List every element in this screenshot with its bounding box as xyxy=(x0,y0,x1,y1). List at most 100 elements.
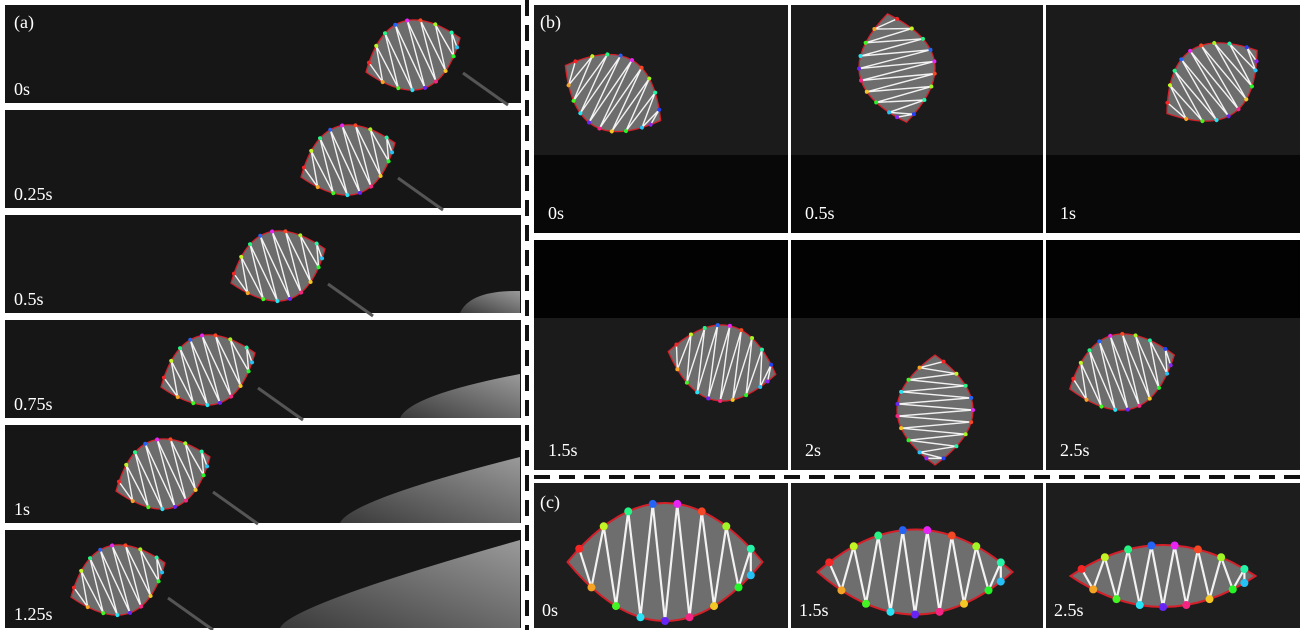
keypoint xyxy=(1228,585,1237,594)
keypoint xyxy=(1163,346,1168,351)
keypoint xyxy=(205,464,210,469)
keypoint xyxy=(1078,360,1083,365)
zigzag xyxy=(675,324,772,402)
keypoint xyxy=(270,229,275,234)
keypoint xyxy=(887,110,892,115)
keypoint xyxy=(750,336,755,341)
keypoint xyxy=(175,395,180,400)
keypoint xyxy=(1120,331,1125,336)
zigzag xyxy=(118,439,208,510)
keypoint xyxy=(1100,553,1109,562)
keypoint xyxy=(168,437,173,442)
keypoint xyxy=(573,59,578,64)
keypoint xyxy=(859,78,864,83)
keypoint xyxy=(246,369,251,374)
leaf-body xyxy=(667,324,777,402)
keypoint xyxy=(734,583,743,592)
keypoint xyxy=(229,394,234,399)
zigzag xyxy=(73,545,163,616)
keypoint xyxy=(1214,118,1219,123)
keypoint xyxy=(1170,541,1179,550)
keypoint xyxy=(154,555,159,560)
keypoint xyxy=(1244,45,1249,50)
keypoint xyxy=(88,556,93,561)
keypoint xyxy=(863,40,868,45)
keypoint xyxy=(245,291,250,296)
keypoint xyxy=(1159,603,1167,611)
leaf xyxy=(1165,41,1259,124)
stem xyxy=(462,71,509,107)
keypoint xyxy=(1084,397,1089,402)
keypoint xyxy=(1205,595,1214,604)
keypoint xyxy=(1124,545,1133,554)
time-label: 2.5s xyxy=(1060,440,1090,460)
keypoint xyxy=(261,297,266,302)
dark-band xyxy=(1046,155,1300,233)
time-label: 0s xyxy=(542,600,558,620)
keypoint xyxy=(115,613,120,618)
keypoint xyxy=(353,123,358,128)
keypoint xyxy=(1137,403,1142,408)
keypoint xyxy=(947,531,956,540)
keypoint xyxy=(1199,43,1204,48)
keypoint xyxy=(244,345,249,350)
stem xyxy=(212,490,259,526)
leaf xyxy=(300,123,396,198)
keypoint xyxy=(433,22,438,27)
keypoint xyxy=(422,85,427,90)
keypoint xyxy=(597,126,602,131)
keypoint xyxy=(744,393,749,398)
keypoint xyxy=(160,507,165,512)
keypoint xyxy=(730,397,735,402)
leaf xyxy=(230,229,326,304)
keypoint xyxy=(715,323,720,328)
leaf-body xyxy=(896,354,974,466)
keypoint xyxy=(917,365,922,370)
dark-band xyxy=(534,240,788,318)
time-label: 1.5s xyxy=(548,440,578,460)
leaf xyxy=(566,499,764,625)
keypoint xyxy=(932,59,937,64)
keypoint xyxy=(864,89,869,94)
time-label: 1s xyxy=(14,499,30,519)
keypoint xyxy=(130,499,135,504)
keypoint xyxy=(98,547,103,552)
keypoint xyxy=(101,611,106,616)
keypoint xyxy=(217,400,222,405)
keypoint xyxy=(722,522,731,531)
keypoint xyxy=(856,66,861,71)
keypoint xyxy=(673,499,682,508)
keypoint xyxy=(380,80,385,85)
zigzag xyxy=(163,335,253,406)
keypoint xyxy=(861,599,870,608)
keypoint xyxy=(315,185,320,190)
keypoint xyxy=(898,526,907,535)
time-label: 1s xyxy=(1060,203,1076,223)
stem xyxy=(327,282,374,318)
leaf xyxy=(815,526,1015,619)
keypoint xyxy=(1071,376,1076,381)
dark-band xyxy=(791,155,1043,233)
keypoint xyxy=(133,450,138,455)
keypoint xyxy=(199,449,204,454)
keypoint xyxy=(895,16,900,21)
keypoint xyxy=(674,342,679,347)
keypoint xyxy=(331,191,336,196)
keypoint xyxy=(1182,601,1191,610)
keypoint xyxy=(639,65,644,70)
keypoint xyxy=(390,150,395,155)
keypoint xyxy=(872,26,877,31)
keypoint xyxy=(443,68,448,73)
keypoint xyxy=(127,610,132,615)
keypoint xyxy=(200,333,205,338)
keypoint xyxy=(449,30,454,35)
keypoint xyxy=(378,173,383,178)
keypoint xyxy=(922,98,927,103)
keypoint xyxy=(928,47,933,52)
keypoint xyxy=(143,441,148,446)
keypoint xyxy=(899,426,904,431)
keypoint xyxy=(849,542,858,551)
keypoint xyxy=(138,547,143,552)
keypoint xyxy=(996,577,1005,586)
keypoint xyxy=(895,414,900,419)
